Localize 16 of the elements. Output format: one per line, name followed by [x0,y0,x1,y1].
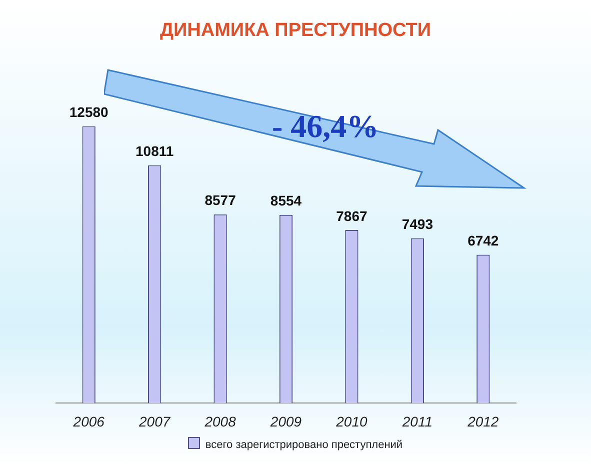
x-tick-label: 2012 [466,413,499,430]
data-label: 7867 [336,208,368,224]
x-tick-label: 2009 [269,413,302,430]
data-label: 6742 [468,232,499,249]
data-label: 7493 [402,216,434,232]
x-tick-label: 2008 [204,413,236,430]
x-tick-label: 2010 [335,413,368,430]
text: всего зарегистрировано преступлений [205,439,403,451]
chart-title: ДИНАМИКА ПРЕСТУПНОСТИ [158,20,432,42]
data-label: 12580 [69,104,109,120]
x-tick-label: 2011 [401,413,432,430]
data-label: 8577 [204,192,236,208]
x-tick-label: 2006 [72,413,105,430]
data-label: 10811 [135,143,174,160]
data-label: 8554 [270,192,302,209]
x-tick-label: 2007 [138,413,172,430]
